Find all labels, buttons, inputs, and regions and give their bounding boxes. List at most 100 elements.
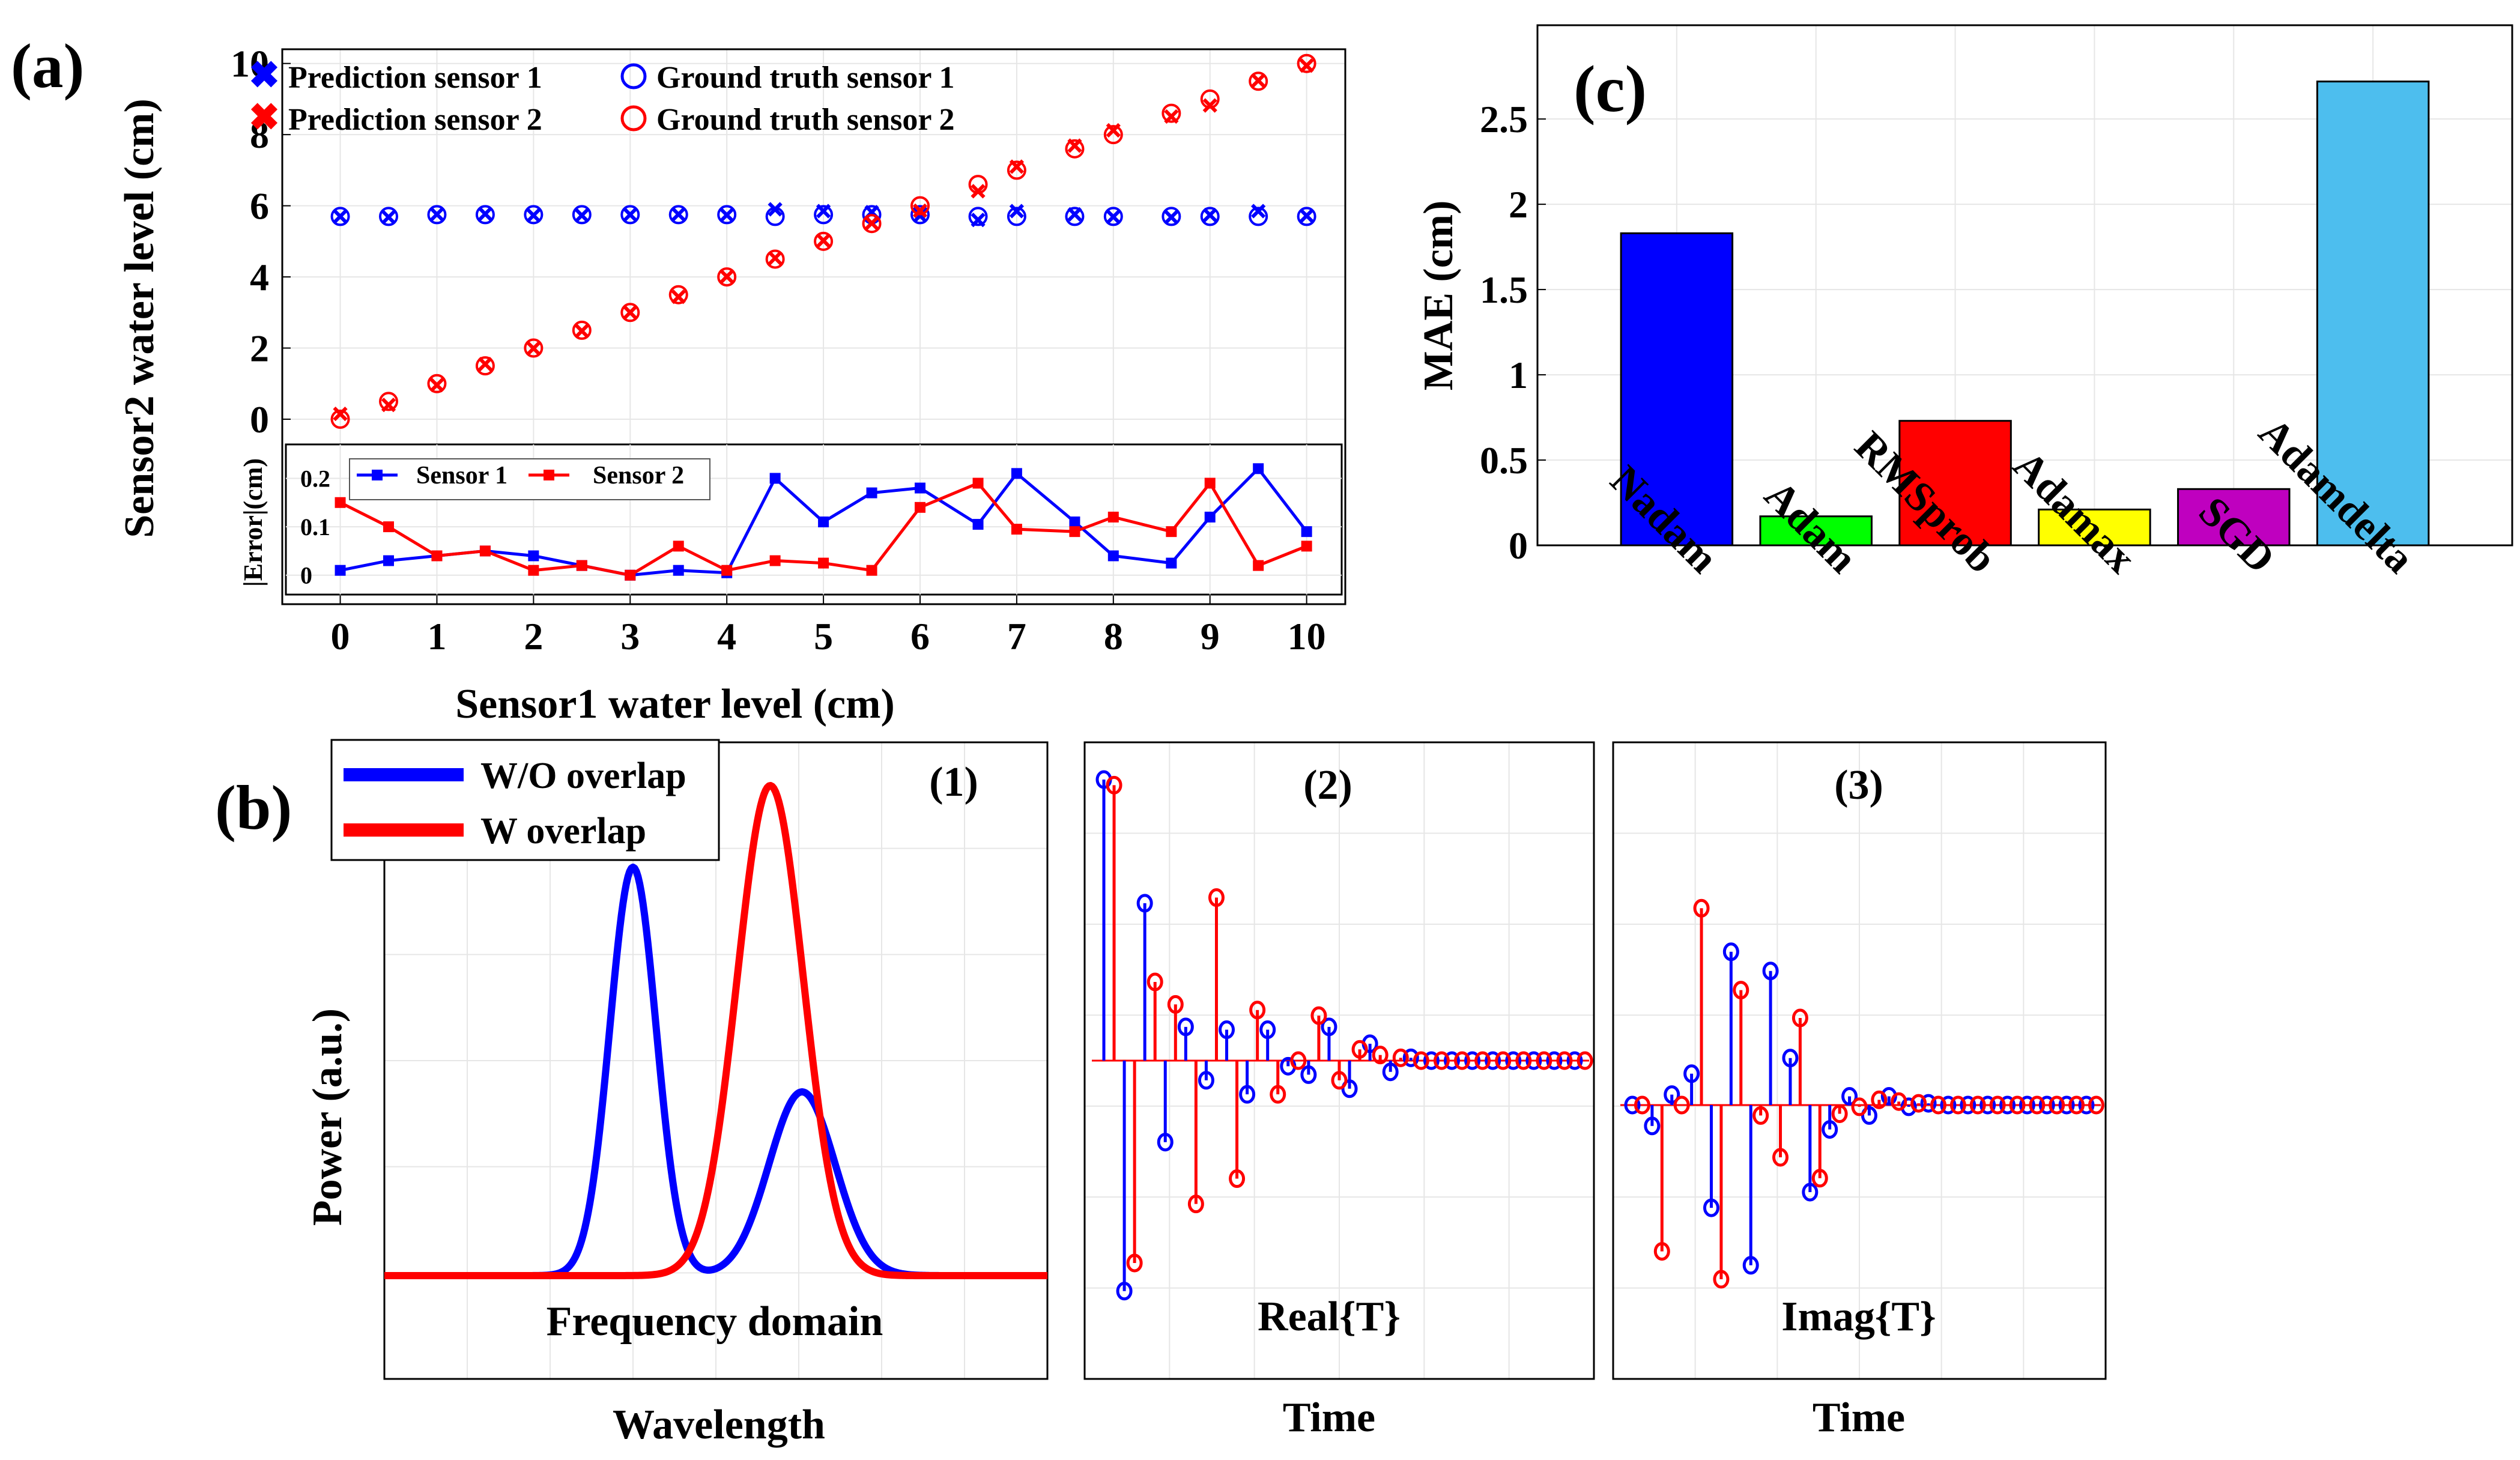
inset-series-marker (769, 555, 781, 566)
panel-a-prediction-point (623, 207, 638, 222)
panel-a-prediction-point (1106, 209, 1121, 225)
inset-y-tick-label: 0.1 (300, 513, 330, 541)
inset-series-marker (383, 521, 394, 533)
panel-a-legend: ✖ Prediction sensor 1 Ground truth senso… (249, 55, 954, 138)
panel-b3-stem-head (1752, 1106, 1769, 1125)
panel-b3-stem-head (1851, 1097, 1868, 1116)
panel-a-x-tick-label: 8 (1104, 615, 1123, 658)
panel-a-prediction-point (912, 203, 928, 219)
panel-b2-stem-head (1485, 1051, 1501, 1070)
panel-b3-stem-head (1673, 1095, 1690, 1115)
panel-a-y-tick-label: 10 (231, 43, 269, 85)
panel-b3-stem-head (2049, 1095, 2065, 1115)
panel-b2-stem-head (1577, 1051, 1593, 1070)
panel-a-ground-truth-point (765, 249, 785, 269)
panel-a-ground-truth-point (1200, 207, 1220, 226)
panel-a-ground-truth-point (379, 207, 398, 226)
panel-b3-stem-head (1969, 1095, 1986, 1115)
panel-a-prediction-point (1164, 109, 1179, 124)
panel-a-prediction-point (429, 378, 444, 393)
panel-b3-stem-head (1772, 1148, 1789, 1167)
panel-b3-stem-head (1733, 981, 1749, 1000)
panel-b3-stem-head (1940, 1095, 1957, 1115)
panel-a-prediction-point (477, 207, 493, 222)
panel-b3-stem-head (1683, 1064, 1700, 1083)
inset-series-marker (1011, 468, 1022, 479)
panel-a-x-tick-label: 10 (1288, 615, 1326, 658)
inset-series-marker (866, 565, 877, 576)
panel-b2-stem-head (1413, 1051, 1429, 1070)
panel-b2-stem-head (1454, 1051, 1471, 1070)
panel-b3-stem-head (1713, 1270, 1730, 1289)
inset-series-marker (528, 565, 539, 576)
inset-series-marker (383, 555, 394, 566)
inset-series-marker (721, 565, 733, 576)
legend-label-pred1: Prediction sensor 1 (288, 61, 542, 95)
inset-series-marker (1107, 550, 1119, 562)
panel-a-prediction-point (526, 341, 541, 356)
panel-b3-stem-head (1722, 942, 1739, 962)
inset-series-marker (1204, 511, 1216, 523)
panel-a-y-tick-label: 8 (250, 114, 269, 156)
panel-b2-stem-head (1177, 1017, 1194, 1037)
panel-b3-stem-head (2058, 1095, 2075, 1115)
inset-series-marker (915, 482, 925, 494)
panel-b3-stem-head (2009, 1095, 2026, 1115)
panel-b2-stem-head (1566, 1051, 1583, 1070)
panel-a-ground-truth-point (717, 267, 737, 287)
panel-b3-stem-head (1782, 1049, 1799, 1068)
legend-label-gt2: Ground truth sensor 2 (656, 103, 955, 137)
panel-a-prediction-point (719, 207, 734, 223)
panel-a-inset-legend: Sensor 1 Sensor 2 (349, 458, 710, 500)
panel-b-legend-box (330, 739, 720, 861)
panel-b2-stem-head (1464, 1051, 1481, 1070)
panel-b2-stem-head (1382, 1062, 1399, 1082)
panel-b2-stem-head (1208, 888, 1225, 907)
panel-a-ground-truth-point (620, 303, 640, 323)
panel-b2-stem-head (1106, 775, 1122, 795)
panel-c-y-tick-label: 0 (1509, 524, 1528, 567)
panel-a-prediction-point (381, 398, 396, 413)
panel-a-prediction-point (1299, 58, 1314, 73)
panel-b3-axes-frame (1612, 741, 2107, 1380)
panel-b2-stem-head (1270, 1085, 1286, 1104)
inset-y-tick-label: 0.2 (300, 465, 330, 492)
panel-b3-stem-head (1634, 1095, 1650, 1115)
panel-a-x-tick-label: 6 (910, 615, 930, 658)
panel-a-ground-truth-point (717, 205, 737, 225)
panel-a-prediction-point (1067, 138, 1082, 153)
panel-a-ground-truth-point (668, 205, 688, 225)
legend-marker-gt1-icon (620, 63, 647, 89)
panel-b2-stem-head (1126, 1253, 1143, 1273)
panel-b2-annotation: Real{T} (1258, 1294, 1401, 1340)
panel-b2-stem-head (1525, 1051, 1542, 1070)
legend-w-overlap-label: W overlap (480, 811, 646, 852)
panel-c-y-tick-label: 1 (1509, 354, 1528, 396)
panel-a-x-axis-label: Sensor1 water level (cm) (455, 681, 895, 727)
panel-a-ground-truth-point (1007, 160, 1026, 180)
panel-a-prediction-point (816, 204, 831, 219)
inset-series-marker (1069, 516, 1080, 528)
panel-a-ground-truth-point (427, 374, 447, 393)
panel-b2-stem-head (1474, 1051, 1491, 1070)
inset-series-marker (528, 550, 539, 562)
panel-a-ground-truth-point (910, 196, 930, 216)
inset-legend-sensor1-label: Sensor 1 (416, 462, 507, 489)
legend-marker-pred2-icon: ✖ (249, 97, 280, 138)
panel-a-ground-truth-point (1103, 207, 1123, 226)
panel-b3-stem-head (1831, 1104, 1848, 1123)
panel-a-ground-truth-point (572, 320, 592, 340)
panel-b3-stem-head (1811, 1169, 1828, 1188)
panel-b2-stem-head (1402, 1048, 1419, 1067)
panel-a-ground-truth-point (475, 205, 495, 225)
panel-b2-subtitle: (2) (1303, 762, 1352, 808)
panel-b3-stem-head (1792, 1008, 1808, 1028)
panel-a-prediction-point (912, 208, 928, 223)
panel-b2-stem-head (1249, 1001, 1266, 1020)
panel-b2-stem-head (1423, 1051, 1440, 1070)
panel-a-prediction-point (574, 208, 589, 223)
panel-a-prediction-point (971, 184, 986, 199)
inset-series-marker (972, 477, 984, 489)
panel-b3-stem-head (1920, 1094, 1937, 1113)
panel-a-prediction-point (671, 207, 686, 222)
